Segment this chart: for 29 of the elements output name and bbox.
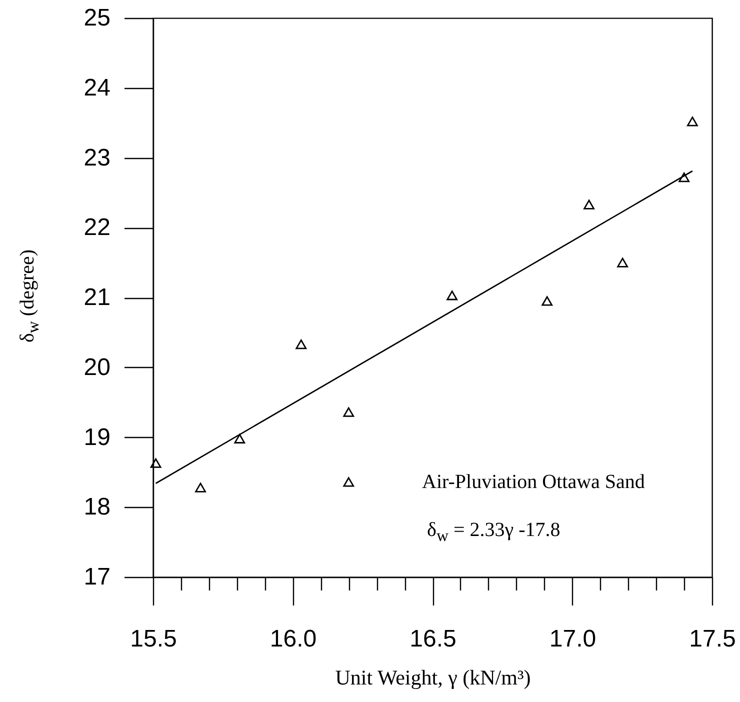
point [584, 200, 594, 210]
point [296, 340, 307, 350]
x-tick-label: 16.5 [410, 626, 456, 652]
y-tick-label: 23 [84, 144, 110, 172]
point [343, 477, 354, 487]
y-tick-label: 22 [84, 214, 110, 242]
point [686, 116, 698, 126]
point [678, 172, 690, 182]
point [195, 482, 206, 492]
y-tick-label: 17 [84, 564, 110, 590]
point [446, 290, 458, 300]
point [542, 296, 553, 306]
annotation: δ$_{w}$ = 2.33γ -17.8 [427, 519, 560, 546]
x-axis-title: Unit Weight, γ (kN/m³) [335, 666, 531, 690]
annotation: Air-Pluviation Ottawa Sand [422, 471, 645, 494]
point [234, 434, 246, 444]
point [343, 407, 354, 417]
point [617, 258, 628, 268]
y-tick-label: 20 [84, 354, 110, 381]
y-tick-label: 18 [84, 494, 110, 521]
x-tick-label: 16.0 [270, 626, 317, 652]
x-tick-label: 15.5 [130, 626, 177, 652]
x-tick-label: 17.0 [549, 626, 596, 652]
y-tick-label: 25 [84, 4, 110, 32]
y-tick-label: 24 [84, 74, 110, 102]
x-tick-label: 17.5 [689, 626, 736, 652]
point [150, 458, 162, 468]
y-tick-label: 21 [84, 284, 110, 311]
y-tick-label: 19 [84, 424, 110, 451]
